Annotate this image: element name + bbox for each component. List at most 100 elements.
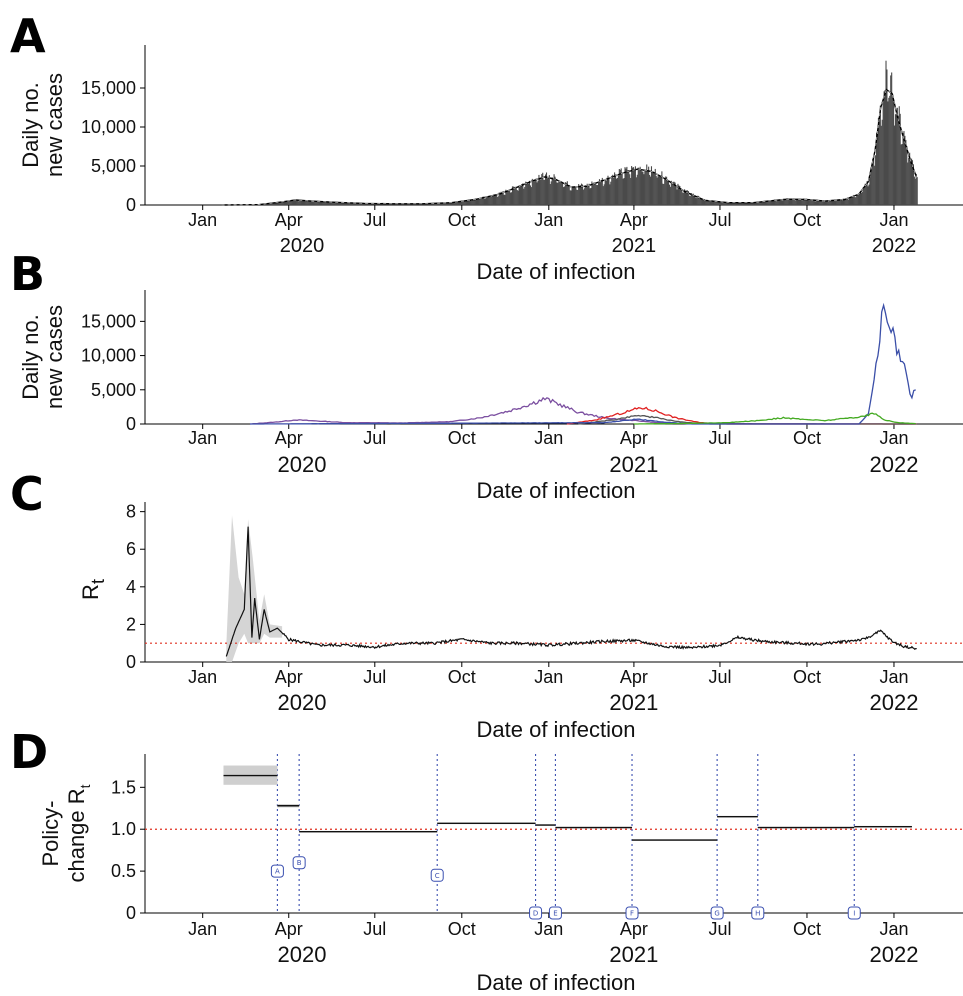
daily-case-bar [513,186,515,205]
daily-case-bar [858,192,861,205]
daily-case-bar [651,172,653,205]
daily-case-bar [426,203,428,205]
x-tick-label: Oct [448,210,476,230]
daily-case-bar [602,186,604,205]
daily-case-bar [656,177,658,205]
daily-case-bar [692,193,694,205]
daily-case-bar [817,200,819,205]
daily-case-bar [914,178,916,205]
daily-case-bar [688,195,690,205]
daily-case-bar [859,191,862,205]
daily-case-bar [471,200,473,205]
daily-case-bar [646,164,648,205]
daily-case-bar [806,198,808,205]
daily-case-bar [325,202,327,205]
x-axis-label: Date of infection [477,259,636,284]
daily-case-bar [592,184,594,205]
daily-case-bar [535,178,537,205]
daily-case-bar [815,201,817,205]
daily-case-bar [348,202,350,205]
daily-case-bar [653,173,655,205]
daily-case-bar [780,198,782,205]
daily-case-bar [276,202,278,205]
daily-case-bar [834,201,836,205]
panel-letter-b: B [10,247,45,301]
daily-case-bar [889,95,891,205]
daily-case-bar [736,202,739,205]
daily-case-bar [726,202,728,205]
x-tick-label: Apr [275,210,303,230]
daily-case-bar [576,189,578,205]
daily-case-bar [508,190,510,205]
daily-case-bar [873,155,875,205]
year-label: 2022 [869,942,918,967]
daily-case-bar [584,185,586,205]
daily-case-bar [786,198,788,205]
daily-case-bar [649,174,651,205]
x-tick-label: Jan [188,919,217,939]
daily-case-bar [779,199,781,205]
daily-case-bar [872,158,874,205]
daily-case-bar [847,199,849,205]
daily-case-bar [467,200,469,205]
daily-case-bar [700,198,702,205]
daily-case-bar [728,203,730,205]
daily-case-bar [591,181,593,205]
daily-case-bar [573,187,575,205]
daily-case-bar [785,199,787,205]
daily-case-bar [844,198,846,205]
policy-change-badge-label: D [533,910,538,918]
daily-case-bar [294,199,296,205]
x-tick-label: Jan [534,667,563,687]
daily-case-bar [493,194,495,205]
daily-case-bar [582,189,584,205]
daily-case-bar [546,178,549,205]
daily-case-bar [449,202,451,205]
daily-case-bar [542,172,544,205]
daily-case-bar [404,204,406,205]
daily-case-bar [288,200,290,205]
y-axis-label-subscript: t [77,784,93,788]
daily-case-bar [338,203,340,205]
daily-case-bar [869,177,871,205]
daily-case-bar [626,166,628,205]
daily-case-bar [778,199,780,205]
daily-case-bar [699,198,701,205]
daily-case-bar [715,201,717,205]
x-tick-label: Oct [793,428,821,448]
daily-case-bar [371,203,374,205]
daily-case-bar [808,200,810,205]
daily-case-bar [677,183,679,205]
daily-case-bar [767,200,769,205]
daily-case-bar [796,198,798,205]
daily-case-bar [781,200,783,205]
daily-case-bar [852,196,854,205]
daily-case-bar [794,200,796,205]
daily-case-bar [641,171,643,205]
daily-case-bar [740,202,742,205]
daily-case-bar [446,202,448,205]
daily-case-bar [491,196,493,205]
daily-case-bar [617,175,619,205]
daily-case-bar [521,184,523,205]
daily-case-bar [585,186,587,205]
daily-case-bar [634,166,636,205]
daily-case-bar [600,179,602,205]
daily-case-bar [831,199,833,205]
daily-case-bar [820,200,822,205]
daily-case-bar [285,202,287,205]
daily-case-bar [702,199,704,205]
daily-case-bar [639,166,641,205]
daily-case-bar [632,167,634,205]
daily-case-bar [448,202,450,205]
rt-confidence-band [226,515,283,662]
daily-case-bar [693,195,695,205]
daily-case-bar [615,178,618,205]
panel-letter-a: A [10,9,46,63]
daily-case-bar [308,200,310,205]
daily-case-bar [684,189,686,205]
daily-case-bar [549,184,551,205]
daily-case-bar [319,202,321,205]
daily-case-bar [485,196,487,205]
